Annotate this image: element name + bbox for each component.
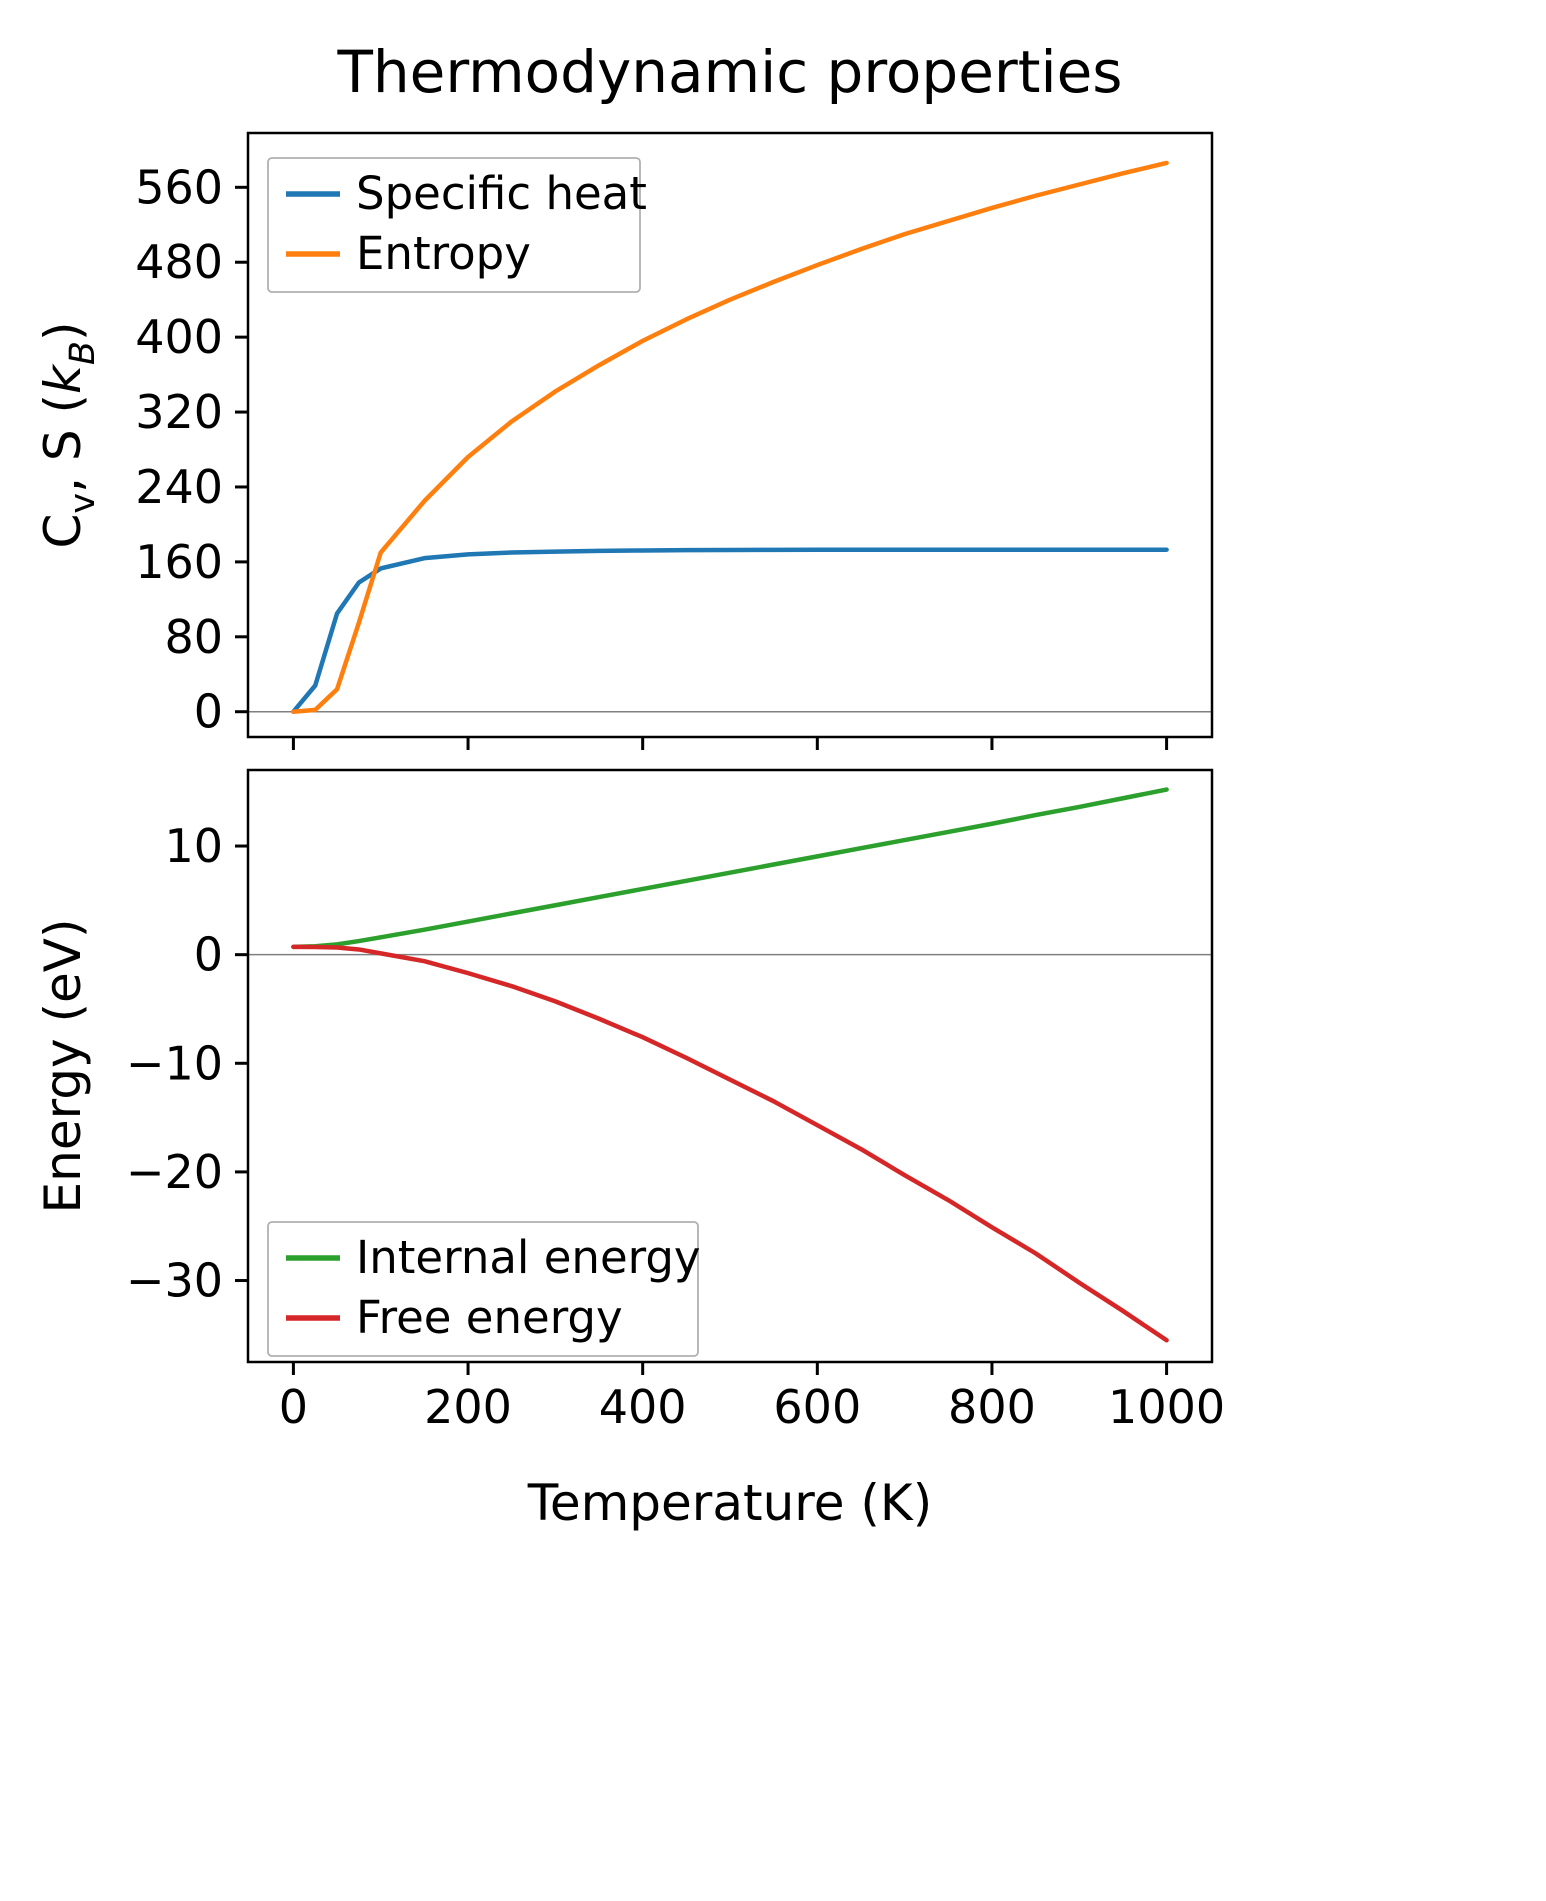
- y-tick-label: 80: [164, 610, 223, 664]
- y-tick-label: −20: [126, 1145, 223, 1199]
- y-tick-label: 240: [135, 460, 223, 514]
- series-line-specific-heat: [291, 547, 1169, 714]
- y-tick-label: 0: [194, 928, 223, 982]
- legend-box: [267, 1221, 699, 1357]
- series-line-internal-energy: [291, 787, 1169, 950]
- legend-box: [267, 157, 641, 293]
- y-tick-label: −30: [126, 1254, 223, 1308]
- x-tick-label: 400: [599, 1380, 687, 1434]
- x-tick-label: 200: [424, 1380, 512, 1434]
- plot-energy: 0 200 400 600 800 1000 −30 −20 −10 0 10 Energy (eV)…: [34, 768, 1225, 1532]
- axes-spines: [246, 131, 1214, 739]
- y-tick-label: −10: [126, 1036, 223, 1090]
- y-tick-label: 320: [135, 385, 223, 439]
- y-tick-label: 0: [194, 685, 223, 739]
- x-tick-label: 600: [773, 1380, 861, 1434]
- series-line-entropy: [291, 160, 1169, 714]
- figure-title: Thermodynamic properties: [336, 38, 1122, 106]
- x-tick-label: 0: [279, 1380, 308, 1434]
- axes-spines: [246, 768, 1214, 1364]
- x-tick-label: 1000: [1108, 1380, 1225, 1434]
- legend: Internal energy Free energy: [267, 1221, 701, 1357]
- x-axis-label: Temperature (K): [527, 1474, 932, 1532]
- plots-group: 0 80 160 240 320 400 480 560 Cv, S (kB) Specific …: [34, 131, 1225, 1532]
- x-tick-label: 800: [948, 1380, 1036, 1434]
- y-axis-label: Energy (eV): [34, 919, 92, 1214]
- legend-label-internal-energy: Internal energy: [356, 1231, 701, 1284]
- y-tick-label: 400: [135, 310, 223, 364]
- y-tick-label: 560: [135, 160, 223, 214]
- legend: Specific heat Entropy: [267, 157, 647, 293]
- plot-thermo: 0 80 160 240 320 400 480 560 Cv, S (kB) Specific …: [34, 131, 1214, 750]
- series-line-free-energy: [291, 944, 1169, 1343]
- y-tick-label: 480: [135, 235, 223, 289]
- y-tick-label: 160: [135, 535, 223, 589]
- legend-label-free-energy: Free energy: [356, 1291, 623, 1344]
- y-axis-label: Cv, S (kB): [34, 321, 103, 548]
- legend-label-specific-heat: Specific heat: [356, 167, 647, 220]
- legend-label-entropy: Entropy: [356, 227, 531, 280]
- y-tick-label: 10: [164, 819, 223, 873]
